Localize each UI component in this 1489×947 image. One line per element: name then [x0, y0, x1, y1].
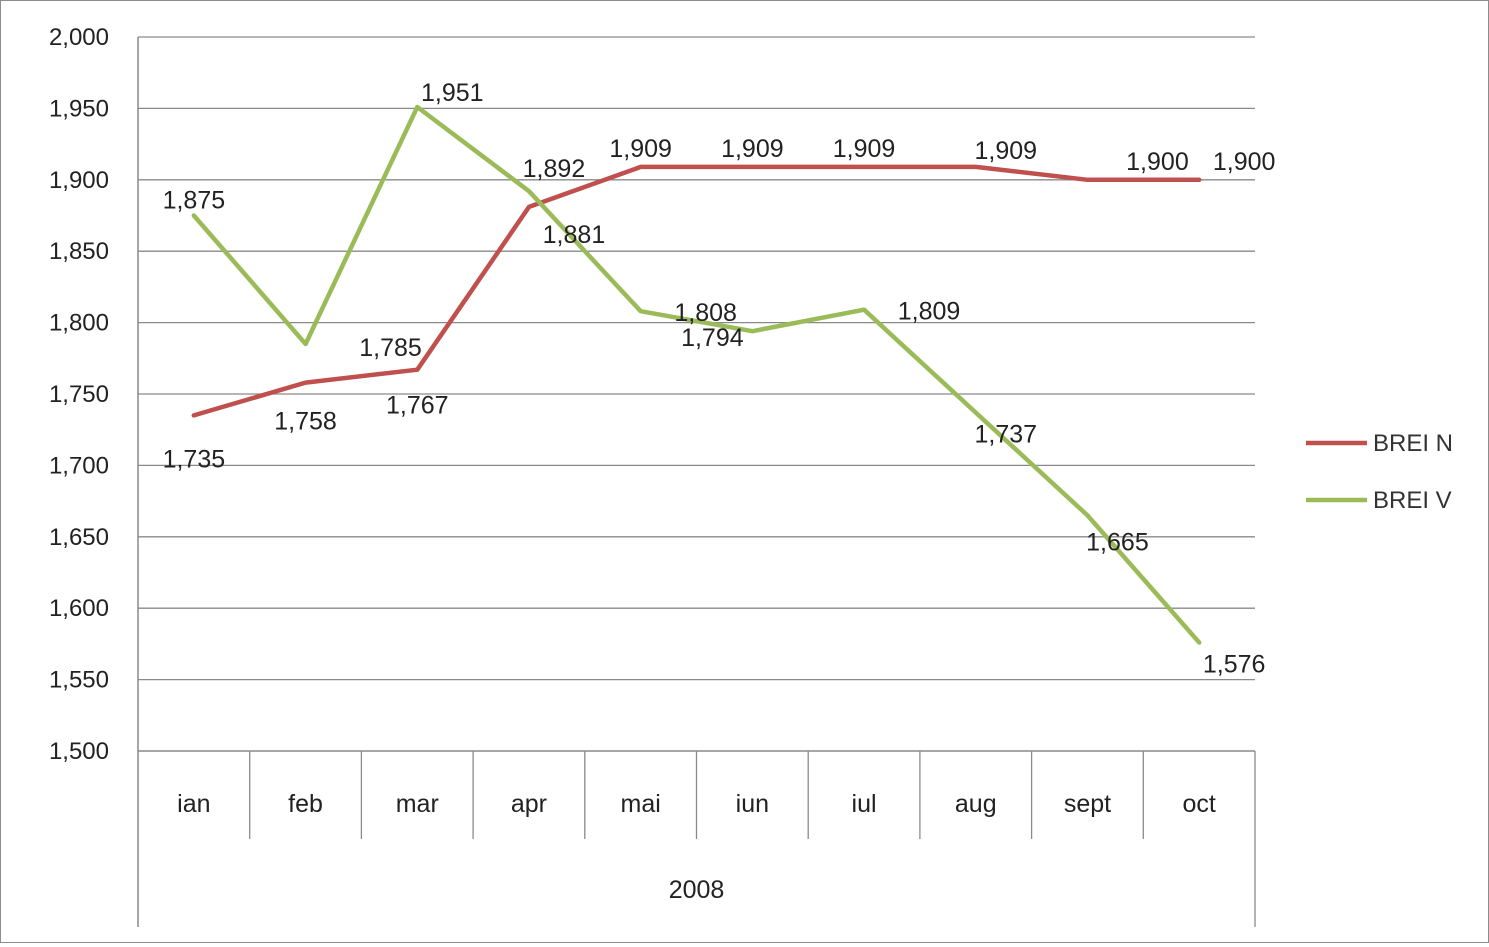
- gridlines: [138, 36, 1255, 681]
- data-label: 1,909: [833, 135, 896, 163]
- data-label: 1,808: [674, 299, 737, 327]
- data-label: 1,737: [974, 421, 1037, 449]
- data-label: 1,576: [1203, 650, 1266, 678]
- data-labels: 1,735 1,758 1,767 1,881 1,909 1,909 1,909 1,909…: [163, 79, 1276, 678]
- data-label: 1,767: [386, 392, 449, 420]
- y-tick-label: 1,550: [49, 667, 109, 694]
- x-tick-label: ian: [177, 790, 210, 818]
- x-tick-label: mai: [621, 790, 661, 818]
- data-label: 1,900: [1126, 148, 1189, 176]
- x-tick-label: iul: [852, 790, 877, 818]
- legend: BREI N BREI V: [1306, 430, 1453, 514]
- x-group-label: 2008: [669, 876, 725, 904]
- data-label: 1,909: [721, 135, 784, 163]
- series-line-brei-v: [191, 104, 1202, 645]
- data-label: 1,758: [274, 408, 337, 436]
- y-tick-label: 1,650: [49, 524, 109, 551]
- data-label: 1,881: [543, 221, 606, 249]
- y-tick-label: 1,850: [49, 238, 109, 265]
- data-label: 1,909: [609, 135, 672, 163]
- y-tick-label: 1,900: [49, 167, 109, 194]
- legend-label: BREI V: [1373, 487, 1452, 514]
- data-label: 1,735: [163, 445, 226, 473]
- data-label: 1,875: [163, 187, 226, 215]
- data-label: 1,809: [898, 298, 961, 326]
- data-label: 1,785: [359, 334, 422, 362]
- x-tick-label: oct: [1182, 790, 1215, 818]
- y-tick-label: 2,000: [49, 24, 109, 51]
- data-label: 1,665: [1086, 528, 1149, 556]
- legend-label: BREI N: [1373, 430, 1453, 457]
- y-tick-label: 1,950: [49, 95, 109, 122]
- data-label: 1,794: [681, 324, 744, 352]
- x-tick-label: apr: [511, 790, 547, 818]
- x-tick-label: iun: [736, 790, 769, 818]
- data-label: 1,951: [421, 79, 484, 107]
- y-tick-label: 1,500: [49, 738, 109, 765]
- x-tick-label: sept: [1064, 790, 1111, 818]
- axes: 1,500 1,550 1,600 1,650 1,700 1,750 1,800 1,850…: [49, 24, 1256, 927]
- y-tick-label: 1,600: [49, 595, 109, 622]
- series-lines: [191, 104, 1202, 645]
- data-label: 1,900: [1213, 148, 1276, 176]
- y-tick-label: 1,750: [49, 381, 109, 408]
- y-tick-label: 1,800: [49, 310, 109, 337]
- data-label: 1,909: [974, 137, 1037, 165]
- x-tick-label: feb: [288, 790, 323, 818]
- x-tick-label: mar: [396, 790, 439, 818]
- y-tick-label: 1,700: [49, 452, 109, 479]
- data-label: 1,892: [523, 155, 586, 183]
- x-tick-label: aug: [955, 790, 997, 818]
- series-line-brei-n: [191, 164, 1202, 418]
